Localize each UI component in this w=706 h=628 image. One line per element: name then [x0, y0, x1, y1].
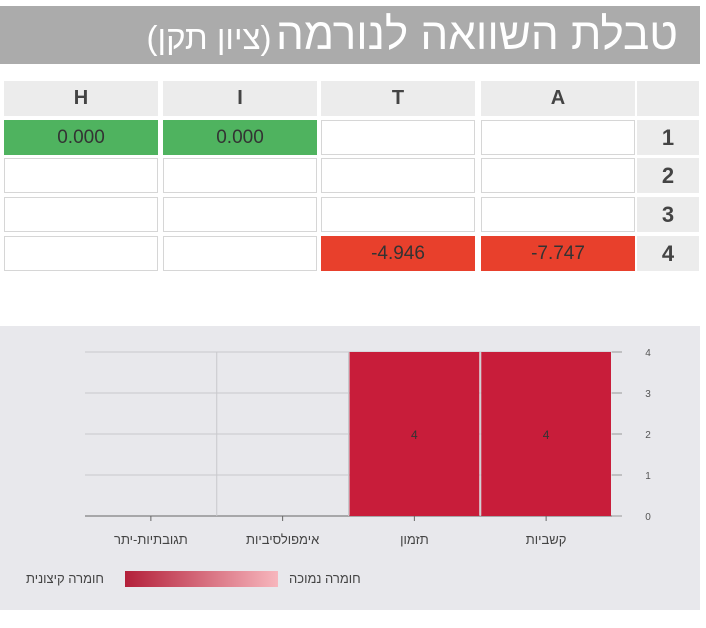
column-header-a: A: [481, 81, 635, 116]
row-header-4: 4: [637, 236, 699, 271]
y-tick-label: 0: [645, 512, 651, 523]
table-cell: [321, 158, 475, 193]
table-cell: [163, 236, 317, 271]
x-tick-label: קשביות: [526, 532, 567, 547]
legend-low-label: חומרה נמוכה: [289, 571, 361, 586]
table-cell: [481, 197, 635, 232]
y-tick-label: 2: [645, 430, 651, 441]
bar: [481, 352, 611, 516]
bar: [349, 352, 480, 516]
legend-gradient-bar: [125, 571, 278, 587]
table-cell: [4, 197, 158, 232]
legend-extreme-label: חומרה קיצונית: [26, 571, 104, 586]
column-header-i: I: [163, 81, 317, 116]
page-title: טבלת השוואה לנורמה (ציון תקן): [147, 6, 678, 64]
title-bar: טבלת השוואה לנורמה (ציון תקן): [0, 6, 700, 64]
table-cell: [4, 236, 158, 271]
data-label: 4: [543, 428, 550, 442]
table-cell: [321, 120, 475, 155]
title-sub: (ציון תקן): [146, 19, 272, 56]
column-header-t: T: [321, 81, 475, 116]
table-cell: [481, 158, 635, 193]
table-corner-header: [637, 81, 699, 116]
table-cell: -4.946: [321, 236, 475, 271]
table-cell: 0.000: [163, 120, 317, 155]
row-header-1: 1: [637, 120, 699, 155]
data-label: 4: [411, 428, 418, 442]
y-tick-label: 3: [645, 389, 651, 400]
y-tick-label: 4: [645, 348, 651, 359]
column-header-h: H: [4, 81, 158, 116]
x-tick-label: תזמון: [400, 532, 429, 547]
row-header-2: 2: [637, 158, 699, 193]
x-tick-label: תגובתיות-יתר: [114, 532, 188, 547]
x-tick-label: אימפולסיביות: [246, 532, 319, 547]
row-header-3: 3: [637, 197, 699, 232]
table-cell: [4, 158, 158, 193]
norm-bar-chart: 0 1 2 3 4 4 קשביות 4 תזמון אימפולסיביות תגובתיות-י…: [85, 348, 651, 547]
table-cell: [481, 120, 635, 155]
y-tick-label: 1: [645, 471, 651, 482]
title-main: טבלת השוואה לנורמה: [276, 10, 678, 59]
table-cell: [321, 197, 475, 232]
table-cell: 0.000: [4, 120, 158, 155]
table-cell: -7.747: [481, 236, 635, 271]
table-cell: [163, 158, 317, 193]
table-cell: [163, 197, 317, 232]
